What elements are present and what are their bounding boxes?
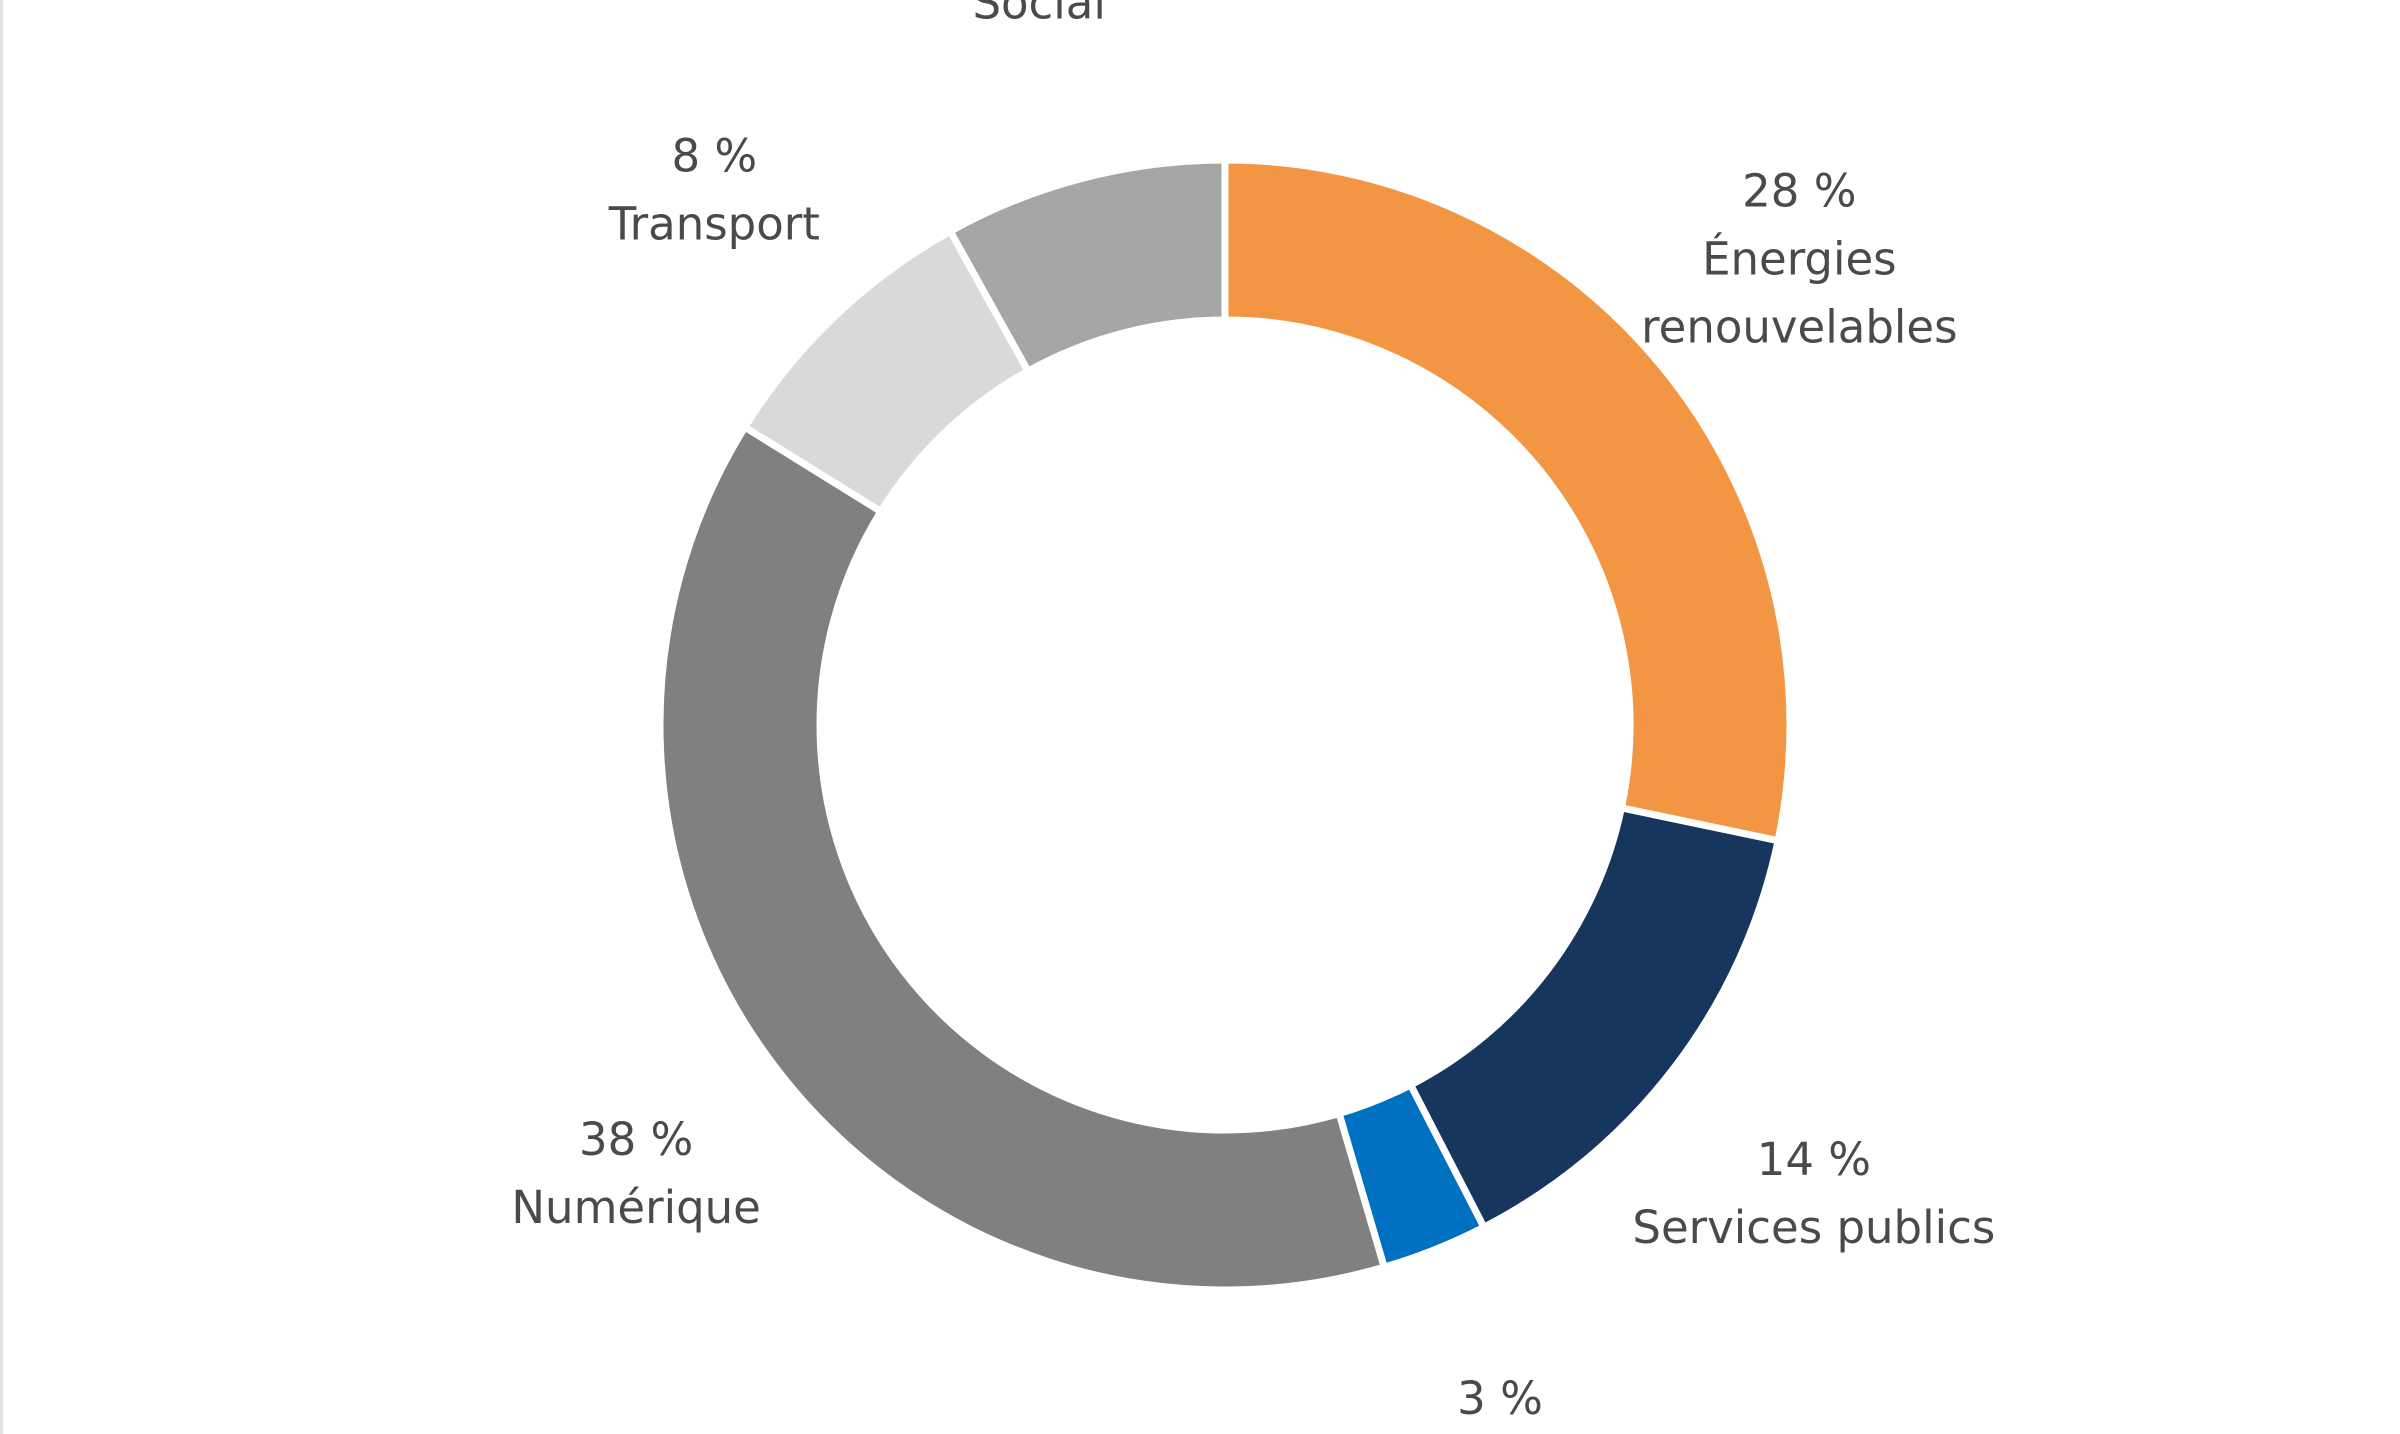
donut-chart: 28 % Énergies renouvelables 14 % Services pu… bbox=[511, 0, 1995, 1434]
label-transport: 8 % Transport bbox=[608, 129, 820, 250]
label-category: Social bbox=[972, 0, 1105, 29]
label-category: Services publics bbox=[1632, 1201, 1995, 1254]
label-percent: 3 % bbox=[1457, 1371, 1543, 1424]
slice-services-publics bbox=[1407, 804, 1782, 1231]
label-percent: 38 % bbox=[579, 1113, 693, 1166]
label-percent: 8 % bbox=[671, 129, 757, 182]
label-social: 8 %Social bbox=[972, 0, 1105, 29]
slice-labels: 28 % Énergies renouvelables 14 % Services pu… bbox=[511, 0, 1995, 1434]
slice-numerique bbox=[656, 423, 1388, 1294]
slice-energies-renouvelables bbox=[1221, 156, 1794, 845]
label-category: Énergies bbox=[1702, 232, 1897, 285]
label-energies-renouvelables: 28 % Énergies renouvelables bbox=[1641, 164, 1957, 353]
label-energie: 3 %Énergie bbox=[1414, 1371, 1585, 1434]
label-percent: 14 % bbox=[1757, 1133, 1871, 1186]
label-category: Numérique bbox=[511, 1181, 760, 1234]
label-numerique: 38 % Numérique bbox=[511, 1113, 760, 1234]
donut-slices bbox=[656, 156, 1794, 1294]
label-services-publics: 14 % Services publics bbox=[1632, 1133, 1995, 1254]
label-category: Transport bbox=[608, 197, 820, 250]
slice-social bbox=[946, 156, 1229, 375]
label-percent: 28 % bbox=[1742, 164, 1856, 217]
label-category: renouvelables bbox=[1641, 300, 1957, 353]
